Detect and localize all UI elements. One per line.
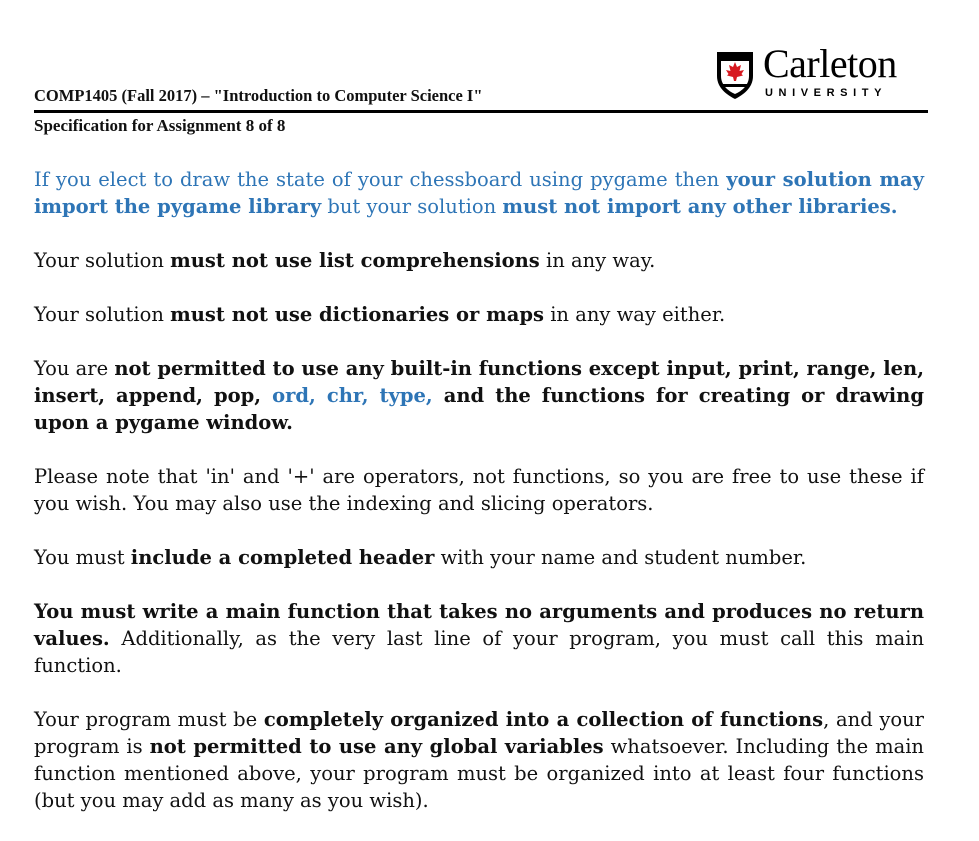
text-run: Your solution — [34, 303, 171, 326]
emphasis-run: must not import any other libraries. — [502, 195, 898, 218]
emphasis-run: must not use dictionaries or maps — [170, 303, 544, 326]
text-run: with your name and student number. — [434, 546, 807, 569]
text-run: Your solution — [34, 249, 171, 272]
text-run: You are — [34, 357, 115, 380]
list-comprehension-paragraph: Your solution must not use list comprehe… — [34, 247, 924, 274]
text-run: Your program must be — [34, 708, 264, 731]
course-title: COMP1405 (Fall 2017) – "Introduction to … — [34, 86, 483, 105]
functions-organization-paragraph: Your program must be completely organize… — [34, 706, 924, 814]
emphasis-run: not permitted to use any built-in functi… — [34, 357, 925, 407]
emphasis-run: completely organized into a collection o… — [263, 708, 824, 731]
header-requirement-paragraph: You must include a completed header with… — [34, 544, 924, 571]
emphasis-run: and the functions for creating or drawin… — [34, 384, 924, 434]
text-run: If you elect to draw the state of your c… — [34, 168, 727, 191]
pygame-paragraph: If you elect to draw the state of your c… — [34, 166, 924, 220]
emphasis-run: include a completed header — [130, 546, 435, 569]
text-run: You must — [34, 546, 131, 569]
document-header: Carleton UNIVERSITY COMP1405 (Fall 2017)… — [34, 40, 928, 116]
text-run: but your solution — [321, 195, 503, 218]
assignment-spec-title: Specification for Assignment 8 of 8 — [34, 116, 286, 135]
text-run: Additionally, as the very last line of y… — [34, 627, 924, 677]
text-run: , and your program is — [34, 708, 924, 758]
text-run: in any way. — [539, 249, 656, 272]
emphasis-run: must not use list comprehensions — [170, 249, 540, 272]
shield-maple-leaf-icon — [717, 52, 753, 99]
emphasis-run-blue: ord, chr, type, — [272, 384, 433, 407]
emphasis-run: You must write a main function that take… — [34, 600, 924, 650]
builtin-functions-paragraph: You are not permitted to use any built-i… — [34, 355, 924, 436]
carleton-logo: Carleton UNIVERSITY — [715, 42, 928, 104]
header-divider — [34, 110, 928, 113]
text-run: Please note that 'in' and '+' are operat… — [34, 465, 924, 515]
text-run: in any way either. — [544, 303, 726, 326]
main-function-paragraph: You must write a main function that take… — [34, 598, 924, 679]
emphasis-run: your solution may import the pygame libr… — [34, 168, 924, 218]
university-subtext: UNIVERSITY — [765, 87, 888, 99]
operators-paragraph: Please note that 'in' and '+' are operat… — [34, 463, 924, 517]
carleton-wordmark: Carleton — [763, 41, 897, 86]
document-body: If you elect to draw the state of your c… — [34, 166, 924, 841]
dictionaries-paragraph: Your solution must not use dictionaries … — [34, 301, 924, 328]
emphasis-run: not permitted to use any global variable… — [149, 735, 604, 758]
